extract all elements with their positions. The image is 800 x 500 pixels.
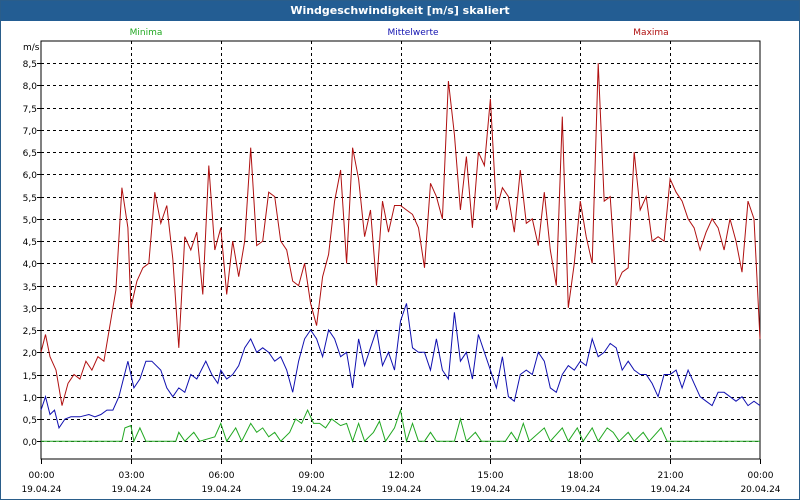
y-tick-label: 8,0 — [23, 82, 38, 92]
x-tick-time: 12:00 — [389, 471, 415, 481]
y-tick-label: 6,0 — [23, 171, 38, 181]
x-tick-time: 00:00 — [748, 471, 774, 481]
x-tick-time: 15:00 — [478, 471, 504, 481]
y-axis-label: m/s — [23, 43, 40, 53]
x-tick-date: 19.04.24 — [201, 485, 241, 495]
y-tick-label: 5,0 — [23, 216, 38, 226]
y-tick-label: 4,5 — [23, 238, 37, 248]
y-tick-label: 0,5 — [23, 416, 37, 426]
x-tick-time: 03:00 — [119, 471, 145, 481]
legend-minima: Minima — [130, 28, 163, 38]
y-tick-label: 1,5 — [23, 372, 37, 382]
y-tick-label: 5,5 — [23, 194, 37, 204]
legend-maxima: Maxima — [633, 28, 668, 38]
y-tick-label: 3,0 — [23, 305, 38, 315]
x-tick-time: 21:00 — [658, 471, 684, 481]
x-tick-time: 06:00 — [209, 471, 235, 481]
x-tick-date: 19.04.24 — [650, 485, 690, 495]
y-tick-label: 6,5 — [23, 149, 37, 159]
y-tick-label: 7,0 — [23, 127, 38, 137]
x-tick-date: 19.04.24 — [111, 485, 151, 495]
series-line-minima — [41, 408, 760, 444]
legend-mittelwerte: Mittelwerte — [387, 28, 438, 38]
line-chart: 0,0 0,5 1,0 1,5 2,0 2,5 3,0 3,5 4,0 4,5 5,0 5,5 6,0 6… — [21, 28, 780, 495]
y-tick-label: 2,0 — [23, 349, 38, 359]
series-line-mittelwerte — [40, 303, 761, 430]
y-tick-label: 8,5 — [23, 60, 37, 70]
y-tick-label: 0,0 — [23, 438, 38, 448]
x-tick-time: 00:00 — [29, 471, 55, 481]
y-tick-label: 3,5 — [23, 283, 37, 293]
x-tick-date: 19.04.24 — [21, 485, 61, 495]
x-tick-date: 19.04.24 — [381, 485, 421, 495]
x-tick-date: 19.04.24 — [470, 485, 510, 495]
x-tick-date: 19.04.24 — [291, 485, 331, 495]
window-title: Windgeschwindigkeit [m/s] skaliert — [1, 1, 799, 21]
y-tick-label: 7,5 — [23, 105, 37, 115]
x-tick-date: 20.04.24 — [740, 485, 780, 495]
y-tick-label: 2,5 — [23, 327, 37, 337]
x-tick-date: 19.04.24 — [560, 485, 600, 495]
x-tick-time: 09:00 — [299, 471, 325, 481]
x-tick-time: 18:00 — [568, 471, 594, 481]
series-line-maxima — [40, 63, 761, 406]
y-tick-label: 4,0 — [23, 260, 38, 270]
y-tick-label: 1,0 — [23, 394, 38, 404]
plot-frame — [40, 40, 761, 460]
